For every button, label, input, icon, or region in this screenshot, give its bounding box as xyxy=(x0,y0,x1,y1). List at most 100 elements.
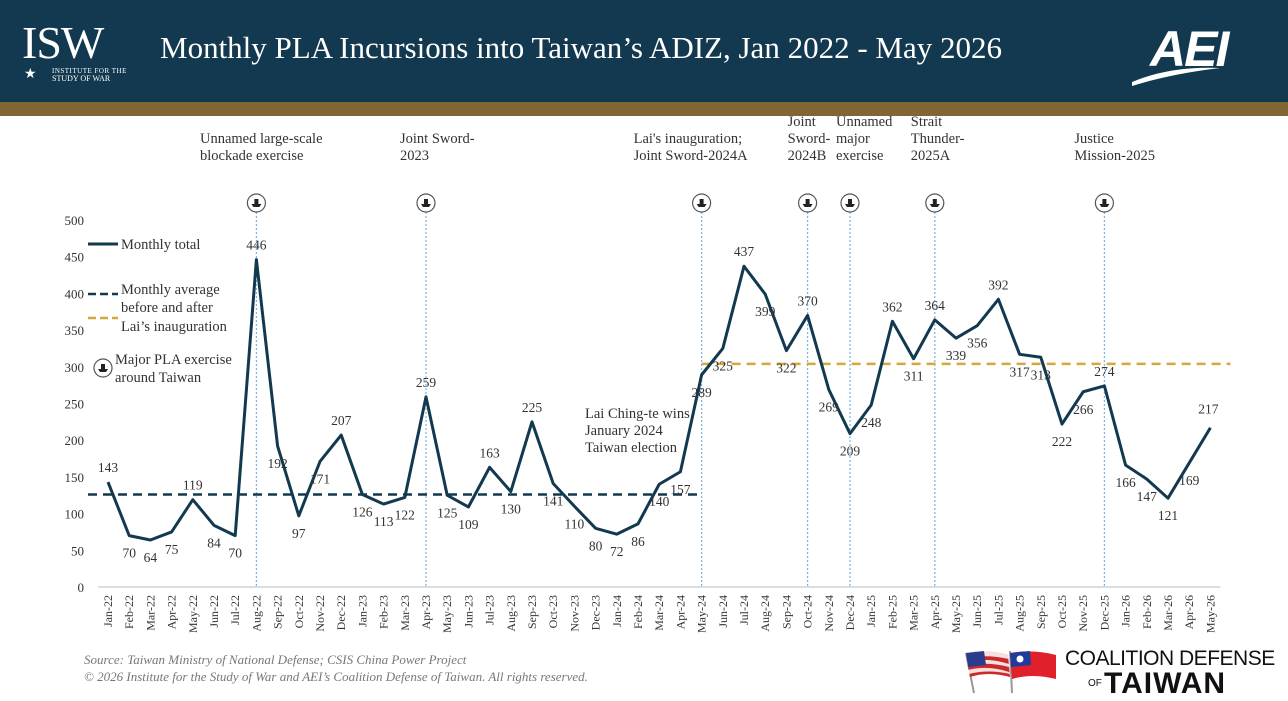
x-tick-label: Jan-25 xyxy=(864,595,878,627)
y-axis: 0 50 100 150 200 250 300 350 400 450 500 xyxy=(65,213,85,595)
x-tick-label: Mar-24 xyxy=(652,595,666,631)
x-tick-label: May-22 xyxy=(186,595,200,633)
x-tick-label: Apr-24 xyxy=(673,595,687,629)
x-tick-label: Dec-23 xyxy=(589,595,603,630)
ship-hull-icon xyxy=(251,204,262,207)
y-tick-label: 50 xyxy=(71,543,84,558)
x-tick-label: Dec-25 xyxy=(1097,595,1111,630)
x-tick-label: May-24 xyxy=(695,595,709,633)
legend-label: Lai’s inauguration xyxy=(121,319,228,335)
x-tick-label: Jan-26 xyxy=(1119,595,1133,627)
cdt-logo-line1: COALITION DEFENSE xyxy=(1065,647,1275,670)
data-label: 169 xyxy=(1179,473,1200,488)
x-tick-label: Jun-23 xyxy=(461,595,475,628)
data-label: 75 xyxy=(165,542,179,557)
header-accent-bar xyxy=(0,102,1288,116)
exercise-label: Joint xyxy=(788,116,816,130)
x-tick-label: Oct-22 xyxy=(292,595,306,628)
legend-label: Monthly total xyxy=(121,237,200,253)
x-tick-label: May-25 xyxy=(949,595,963,633)
exercise-icon xyxy=(416,193,436,213)
y-tick-label: 0 xyxy=(78,580,85,595)
exercise-label: Unnamed xyxy=(836,116,893,130)
x-tick-label: Aug-25 xyxy=(1013,595,1027,632)
data-label: 274 xyxy=(1094,364,1115,379)
x-tick-label: Apr-23 xyxy=(419,595,433,629)
exercise-icon xyxy=(840,193,860,213)
data-label: 70 xyxy=(122,546,136,561)
data-label: 109 xyxy=(458,517,479,532)
exercise-markers xyxy=(255,212,1106,587)
data-label: 130 xyxy=(501,502,522,517)
exercise-label: Joint Sword-2024A xyxy=(634,148,749,164)
x-tick-label: Jul-25 xyxy=(991,595,1005,625)
x-tick-label: Jul-22 xyxy=(228,595,242,625)
x-tick-label: Feb-22 xyxy=(122,595,136,629)
x-tick-label: Apr-26 xyxy=(1182,595,1196,629)
exercise-icon xyxy=(925,193,945,213)
legend-label: around Taiwan xyxy=(115,370,202,386)
data-label: 84 xyxy=(207,535,221,550)
x-tick-label: Nov-22 xyxy=(313,595,327,632)
exercise-icon xyxy=(1094,193,1115,213)
y-tick-label: 400 xyxy=(65,286,85,301)
ship-bridge-icon xyxy=(101,364,105,369)
star-icon: ★ xyxy=(24,67,37,82)
x-tick-label: Sep-22 xyxy=(271,595,285,629)
ship-bridge-icon xyxy=(424,199,428,204)
y-tick-label: 350 xyxy=(65,323,85,338)
ship-hull-icon xyxy=(802,204,813,207)
data-label: 110 xyxy=(565,516,585,531)
chart-title: Monthly PLA Incursions into Taiwan’s ADI… xyxy=(160,30,1002,65)
cdt-logo-line2: TAIWAN xyxy=(1104,667,1227,700)
ship-bridge-icon xyxy=(805,199,810,204)
exercise-label: exercise xyxy=(836,148,884,164)
x-tick-label: Nov-24 xyxy=(822,595,836,632)
data-label: 125 xyxy=(437,505,458,520)
annotation-line: Taiwan election xyxy=(585,440,678,456)
data-label: 97 xyxy=(292,526,306,541)
ship-hull-icon xyxy=(1099,204,1110,207)
annotation-line: January 2024 xyxy=(585,423,663,439)
isw-logo-line2: STUDY OF WAR xyxy=(52,74,111,83)
us-taiwan-flags-icon xyxy=(965,650,1056,694)
data-label: 364 xyxy=(925,298,946,313)
y-tick-label: 500 xyxy=(65,213,85,228)
data-label: 147 xyxy=(1137,489,1158,504)
ship-hull-icon xyxy=(696,204,707,207)
data-label: 166 xyxy=(1115,475,1136,490)
data-label: 72 xyxy=(610,544,624,559)
data-label: 122 xyxy=(395,507,415,522)
ship-bridge-icon xyxy=(699,199,704,204)
legend-exercise-icon xyxy=(93,358,113,378)
x-tick-label: Jan-22 xyxy=(101,595,115,627)
x-tick-label: Feb-23 xyxy=(377,595,391,629)
data-label: 259 xyxy=(416,375,437,390)
x-tick-label: Dec-22 xyxy=(334,595,348,630)
data-label: 313 xyxy=(1031,367,1052,382)
x-tick-label: Jun-24 xyxy=(716,595,730,628)
data-label: 339 xyxy=(946,348,967,363)
data-label: 266 xyxy=(1073,402,1094,417)
y-tick-label: 200 xyxy=(65,433,85,448)
exercise-label: blockade exercise xyxy=(200,148,303,164)
data-label: 113 xyxy=(374,514,394,529)
header-banner: ISW ★ INSTITUTE FOR THE STUDY OF WAR Mon… xyxy=(0,0,1288,102)
data-label: 248 xyxy=(861,415,882,430)
x-tick-label: Oct-23 xyxy=(546,595,560,628)
data-label: 362 xyxy=(882,299,902,314)
x-tick-label: Sep-25 xyxy=(1034,595,1048,629)
data-label: 119 xyxy=(183,478,203,493)
y-tick-label: 150 xyxy=(65,470,85,485)
data-label: 356 xyxy=(967,336,988,351)
data-label: 209 xyxy=(840,444,861,459)
exercise-icon xyxy=(797,193,818,213)
x-tick-label: Oct-24 xyxy=(801,595,815,628)
isw-logo-line1: INSTITUTE FOR THE xyxy=(52,67,127,75)
data-label: 289 xyxy=(691,385,712,400)
data-label: 80 xyxy=(589,538,603,553)
data-label: 121 xyxy=(1158,508,1178,523)
exercise-label: Lai's inauguration; xyxy=(634,131,743,147)
data-label: 222 xyxy=(1052,434,1072,449)
ship-bridge-icon xyxy=(1102,199,1107,204)
